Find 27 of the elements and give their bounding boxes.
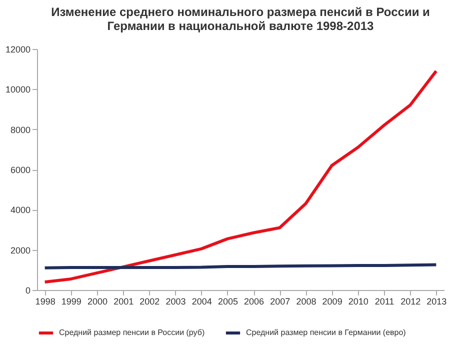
y-tick-label: 12000 <box>5 44 30 54</box>
x-tick-label: 2006 <box>244 296 264 306</box>
x-tick-label: 2000 <box>87 296 108 306</box>
x-tick-label: 2011 <box>374 296 394 306</box>
legend-label: Средний размер пенсии в России (руб) <box>59 328 205 337</box>
x-tick-label: 2003 <box>166 296 186 306</box>
x-tick-label: 2008 <box>296 296 316 306</box>
x-tick-label: 2002 <box>140 296 160 306</box>
x-tick-label: 2013 <box>426 296 447 306</box>
x-tick-label: 2001 <box>114 296 134 306</box>
y-tick-label: 6000 <box>10 165 30 175</box>
x-tick-label: 2005 <box>218 296 238 306</box>
y-tick-label: 0 <box>25 286 30 296</box>
x-tick-label: 1999 <box>61 296 82 306</box>
x-tick-label: 2010 <box>348 296 368 306</box>
line-series <box>43 70 438 284</box>
y-tick-label: 10000 <box>5 84 30 95</box>
y-tick-label: 8000 <box>10 124 30 135</box>
y-tick-label: 4000 <box>10 205 30 216</box>
x-tick-label: 2012 <box>400 296 421 306</box>
legend-label: Средний размер пенсии в Германии (евро) <box>246 328 406 337</box>
y-tick-label: 2000 <box>10 245 30 256</box>
x-tick-label: 2009 <box>322 296 342 306</box>
x-tick-label: 2004 <box>192 296 212 306</box>
x-tick-label: 1998 <box>35 296 56 306</box>
x-tick-label: 2007 <box>270 296 290 306</box>
chart-title: Изменение среднего номинального размера пенсий в России и Германии в национальной валюте 1998-2013 <box>51 5 430 33</box>
